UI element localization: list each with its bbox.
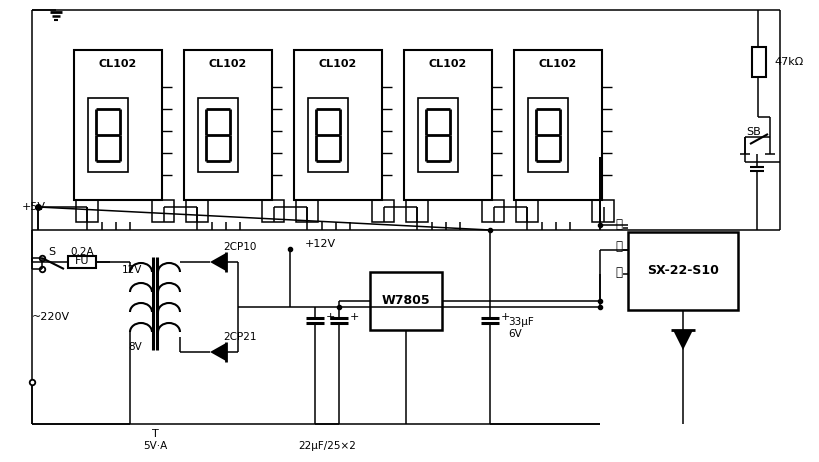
Bar <box>515 200 537 222</box>
Text: 2CP10: 2CP10 <box>223 242 256 252</box>
Text: 8V: 8V <box>128 342 142 352</box>
Polygon shape <box>210 253 226 271</box>
Text: CL102: CL102 <box>99 59 137 69</box>
Text: SB: SB <box>745 127 760 137</box>
Polygon shape <box>672 330 692 350</box>
Bar <box>751 47 765 77</box>
Text: 绿: 绿 <box>614 219 622 231</box>
Bar <box>296 200 318 222</box>
Text: CL102: CL102 <box>538 59 577 69</box>
Bar <box>514 50 601 200</box>
Bar <box>76 200 98 222</box>
Text: CL102: CL102 <box>319 59 357 69</box>
Bar <box>418 98 458 172</box>
Text: 33μF: 33μF <box>508 317 533 327</box>
Text: +: + <box>350 312 359 322</box>
Text: CL102: CL102 <box>428 59 467 69</box>
Text: FU: FU <box>75 256 89 266</box>
Bar <box>591 200 613 222</box>
Text: T: T <box>152 429 158 439</box>
Bar <box>405 200 428 222</box>
Bar <box>197 98 238 172</box>
Text: S: S <box>48 247 56 257</box>
Text: 6V: 6V <box>508 329 521 339</box>
Text: CL102: CL102 <box>209 59 247 69</box>
Bar <box>369 272 441 330</box>
Text: 12V: 12V <box>121 265 142 275</box>
Bar <box>627 232 737 310</box>
Text: 22μF/25×2: 22μF/25×2 <box>297 441 355 451</box>
Bar <box>482 200 504 222</box>
Bar <box>186 200 208 222</box>
Text: 黑: 黑 <box>614 266 622 279</box>
Text: W7805: W7805 <box>381 294 430 308</box>
Bar <box>404 50 491 200</box>
Text: 红: 红 <box>614 241 622 254</box>
Bar <box>88 98 128 172</box>
Bar <box>294 50 382 200</box>
Text: 5V·A: 5V·A <box>143 441 167 451</box>
Bar <box>262 200 283 222</box>
Bar <box>68 256 96 268</box>
Bar <box>183 50 272 200</box>
Text: 2CP21: 2CP21 <box>223 332 256 342</box>
Text: +: + <box>326 312 335 322</box>
Text: SX-22-S10: SX-22-S10 <box>646 265 718 278</box>
Text: +5V: +5V <box>22 202 46 212</box>
Bar <box>152 200 174 222</box>
Text: +: + <box>500 312 509 322</box>
Polygon shape <box>210 343 226 361</box>
Bar <box>372 200 393 222</box>
Text: ~220V: ~220V <box>32 312 70 322</box>
Text: +12V: +12V <box>304 239 335 249</box>
Bar <box>527 98 568 172</box>
Text: 0.2A: 0.2A <box>70 247 93 257</box>
Bar <box>74 50 162 200</box>
Bar <box>308 98 347 172</box>
Text: 47kΩ: 47kΩ <box>773 57 803 67</box>
